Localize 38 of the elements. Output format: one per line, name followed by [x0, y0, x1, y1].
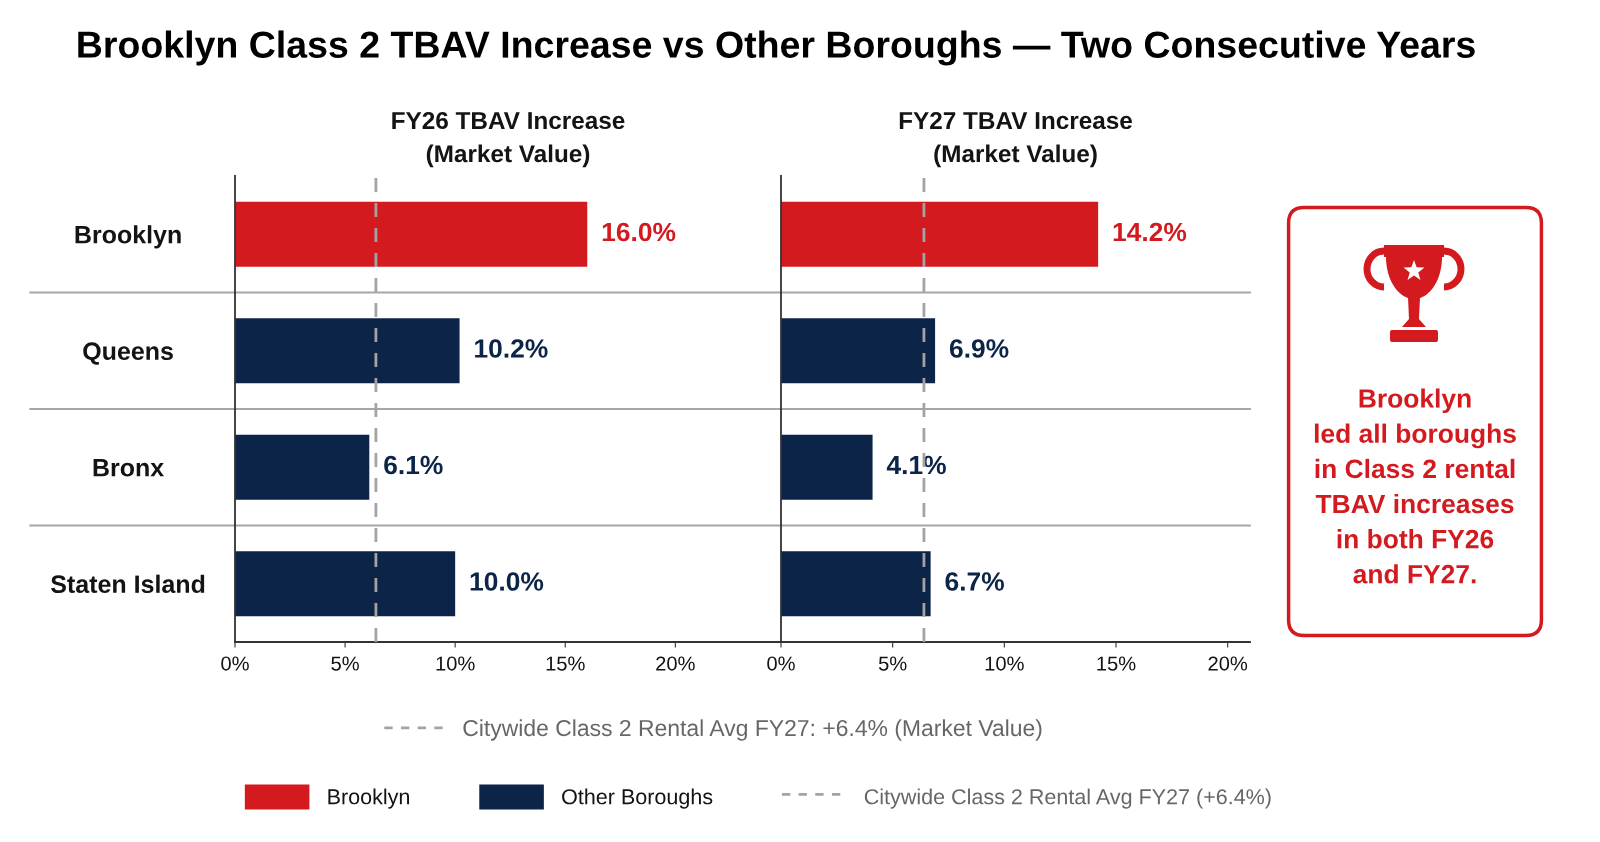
bar: [235, 551, 456, 617]
legend-label: Citywide Class 2 Rental Avg FY27: +6.4% (Market Value): [463, 719, 1042, 741]
data-label: 10.2%: [475, 339, 548, 358]
x-tick-label: 15%: [546, 656, 585, 671]
x-tick-label: 10%: [436, 656, 475, 671]
bar: [235, 201, 588, 267]
bar: [781, 434, 873, 500]
y-tick-label: Staten Island: [50, 574, 205, 594]
bar: [235, 434, 370, 500]
data-label: 4.1%: [886, 455, 946, 475]
data-label: 14.2%: [1113, 222, 1187, 242]
data-label: 10.0%: [470, 572, 544, 591]
x-tick-label: 20%: [656, 656, 695, 671]
data-label: 6.7%: [945, 572, 1004, 591]
chart-title: Brooklyn Class 2 TBAV Increase vs Other Boroughs — Two Consecutive Years: [78, 30, 1475, 66]
legend-label: Citywide Class 2 Rental Avg FY27 (+6.4%): [864, 788, 1271, 809]
chart-subtitle: FY27 TBAV Increase (Market Value): [899, 111, 1132, 168]
bar: [781, 201, 1099, 267]
chart-subtitle: FY26 TBAV Increase (Market Value): [392, 111, 625, 168]
data-label: 6.9%: [949, 339, 1009, 358]
x-tick-label: 10%: [985, 656, 1024, 671]
x-tick-label: 15%: [1097, 656, 1136, 671]
x-tick-label: 0%: [767, 656, 795, 671]
y-tick-label: Bronx: [93, 459, 164, 477]
bar: [781, 551, 931, 617]
y-tick-label: Queens: [83, 342, 173, 365]
y-tick-label: Brooklyn: [75, 225, 181, 249]
legend-label: Other Boroughs: [562, 788, 713, 809]
data-label: 16.0%: [602, 222, 676, 242]
text: Brooklyn led all boroughs in Class 2 rental TBAV increases in both FY26 and FY27.: [1314, 388, 1516, 584]
x-tick-label: 5%: [331, 656, 359, 671]
bar: [781, 318, 936, 384]
x-tick-label: 5%: [878, 656, 907, 671]
legend-label: Brooklyn: [328, 788, 409, 809]
x-tick-label: 20%: [1208, 656, 1248, 671]
x-tick-label: 0%: [221, 656, 249, 671]
bar: [235, 318, 460, 384]
data-label: 6.1%: [384, 455, 443, 475]
